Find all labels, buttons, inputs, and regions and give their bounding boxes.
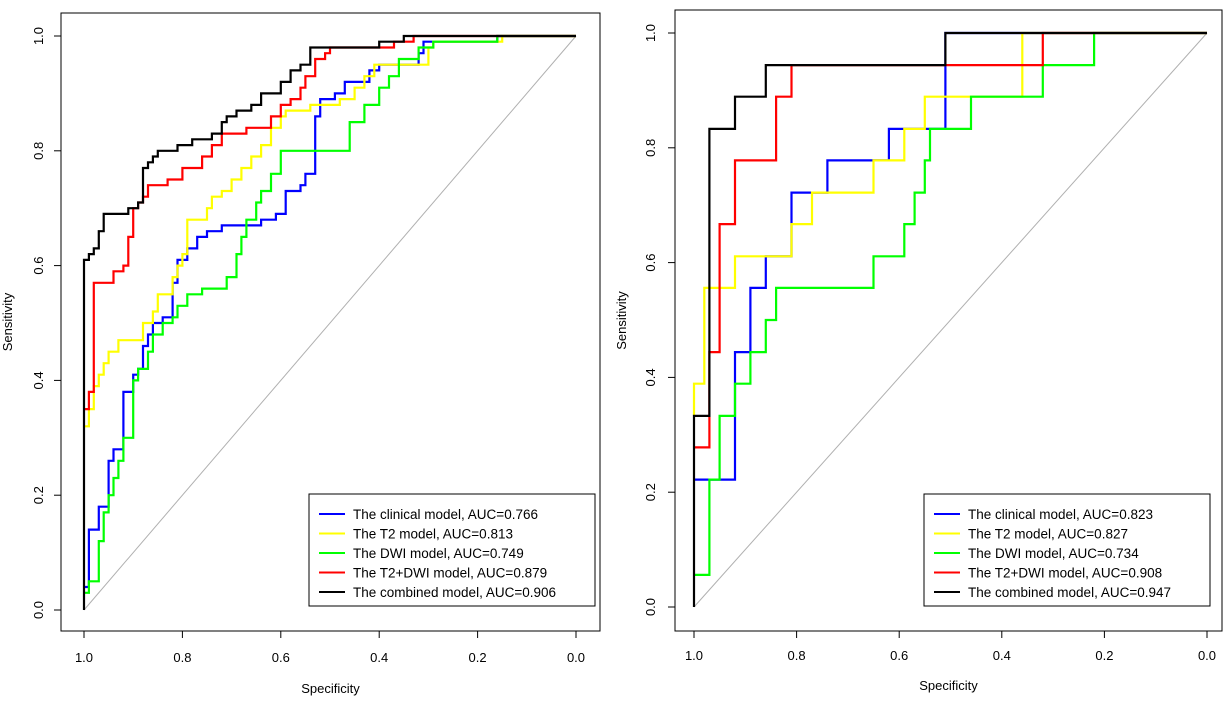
x-axis-label: Specificity (919, 678, 978, 693)
x-tick-label: 0.8 (788, 648, 806, 663)
y-tick-label: 0.2 (31, 486, 46, 504)
y-tick-label: 1.0 (643, 24, 658, 42)
x-tick-label: 0.0 (1198, 648, 1216, 663)
legend-entry: The T2+DWI model, AUC=0.879 (353, 566, 547, 581)
roc-curve-3 (84, 34, 576, 594)
legend-entry: The DWI model, AUC=0.749 (353, 546, 524, 561)
x-tick-label: 0.0 (567, 650, 585, 665)
roc-panel-1: 1.0 0.8 0.6 0.4 0.2 0.0 0.0 0.2 0.4 0.6 0.8 1.0 Spec… (0, 12, 601, 696)
x-tick-label: 0.4 (993, 648, 1011, 663)
roc-curve-4 (84, 34, 576, 411)
roc-curve-5 (692, 31, 1207, 607)
y-tick-label: 0.8 (31, 142, 46, 160)
x-tick-label: 0.2 (469, 650, 487, 665)
y-tick-label: 0.2 (643, 483, 658, 501)
y-axis-label: Sensitivity (0, 292, 15, 351)
roc-panel-2: 1.0 0.8 0.6 0.4 0.2 0.0 0.0 0.2 0.4 0.6 0.8 1.0 Spec… (614, 9, 1223, 693)
legend-entry: The T2+DWI model, AUC=0.908 (968, 566, 1162, 581)
x-tick-label: 0.4 (370, 650, 388, 665)
reference-diagonal (83, 35, 577, 611)
plot-frame (60, 12, 601, 632)
legend-entry: The clinical model, AUC=0.823 (968, 507, 1153, 522)
legend-entry: The combined model, AUC=0.906 (353, 585, 556, 600)
y-tick-label: 0.0 (31, 601, 46, 619)
roc-curve-3 (694, 31, 1207, 576)
y-tick-label: 0.6 (643, 254, 658, 272)
x-axis-label: Specificity (301, 681, 360, 696)
roc-curve-2 (692, 31, 1207, 416)
x-tick-label: 0.6 (272, 650, 290, 665)
legend: The clinical model, AUC=0.766 The T2 mode… (308, 493, 596, 607)
y-tick-label: 0.6 (31, 257, 46, 275)
legend-entry: The combined model, AUC=0.947 (968, 585, 1171, 600)
y-tick-label: 0.0 (643, 598, 658, 616)
roc-curve-4 (694, 31, 1207, 449)
roc-curve-1 (84, 34, 576, 589)
legend: The clinical model, AUC=0.823 The T2 mode… (923, 493, 1211, 607)
x-tick-label: 0.8 (173, 650, 191, 665)
legend-entry: The clinical model, AUC=0.766 (353, 507, 538, 522)
y-axis-label: Sensitivity (614, 291, 629, 350)
x-tick-label: 0.6 (890, 648, 908, 663)
reference-diagonal (693, 32, 1208, 608)
roc-curve-5 (82, 34, 576, 610)
legend-entry: The T2 model, AUC=0.813 (353, 527, 513, 542)
legend-box (923, 493, 1211, 607)
x-tick-label: 1.0 (685, 648, 703, 663)
y-tick-label: 0.4 (643, 368, 658, 386)
legend-entry: The DWI model, AUC=0.734 (968, 546, 1139, 561)
x-tick-label: 1.0 (75, 650, 93, 665)
y-tick-label: 1.0 (31, 27, 46, 45)
x-tick-label: 0.2 (1095, 648, 1113, 663)
y-tick-label: 0.8 (643, 139, 658, 157)
y-tick-label: 0.4 (31, 371, 46, 389)
plot-frame (674, 9, 1223, 632)
roc-curve-2 (84, 34, 576, 428)
legend-box (308, 493, 596, 607)
legend-entry: The T2 model, AUC=0.827 (968, 527, 1128, 542)
